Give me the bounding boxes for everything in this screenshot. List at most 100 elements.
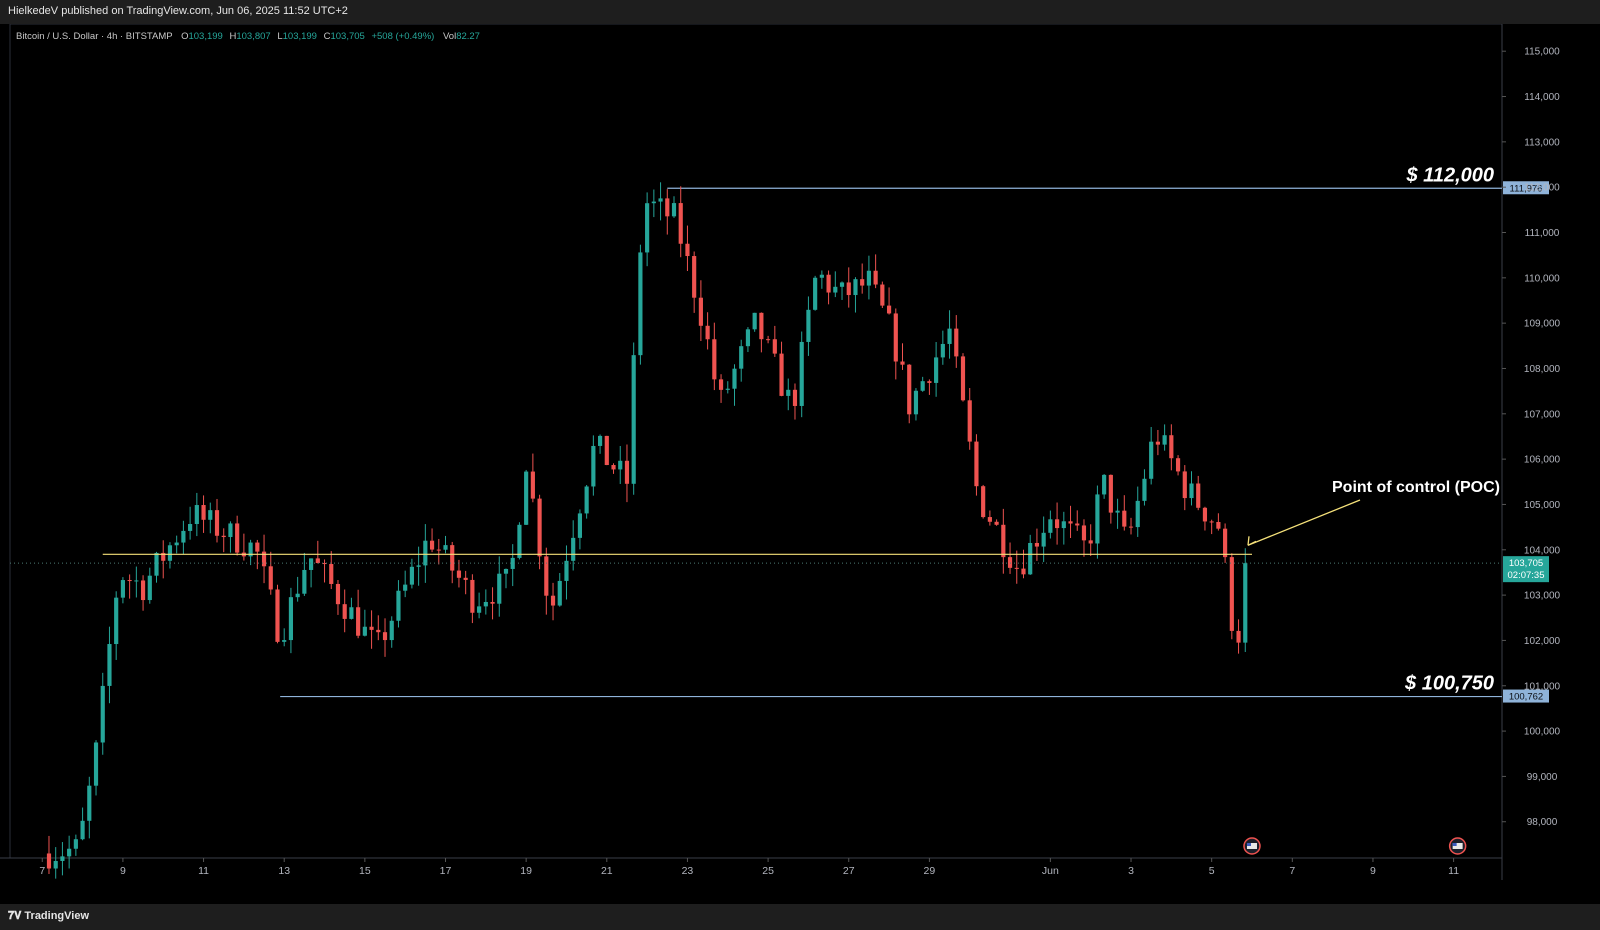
candle-body <box>994 521 999 525</box>
candle <box>900 343 905 370</box>
x-tick-label: 25 <box>762 865 774 877</box>
candle <box>53 847 58 879</box>
candle <box>591 435 596 496</box>
candle <box>766 335 771 344</box>
candle-body <box>819 274 824 278</box>
y-tick-label: 104,000 <box>1524 545 1561 556</box>
x-tick-label: 11 <box>1448 865 1459 877</box>
candle-body <box>503 568 509 574</box>
candle <box>295 576 300 602</box>
candle <box>369 610 374 649</box>
y-tick-label: 107,000 <box>1524 409 1561 420</box>
bar-countdown-label: 02:07:35 <box>1508 570 1545 581</box>
candle <box>779 341 784 397</box>
candle <box>732 364 737 406</box>
legend-l-label: L <box>277 31 282 42</box>
candle-body <box>443 545 448 550</box>
x-tick-label: Jun <box>1042 865 1059 877</box>
candle <box>745 327 751 353</box>
candle-body <box>624 460 630 484</box>
candle <box>282 628 287 647</box>
candle-body <box>1102 474 1107 495</box>
x-tick-label: 23 <box>682 865 694 877</box>
tradingview-brand: TradingView <box>24 910 90 922</box>
candle <box>1122 495 1127 531</box>
tradingview-logo-icon: 𝟕𝐕 <box>8 910 22 922</box>
y-tick-label: 101,000 <box>1524 681 1561 692</box>
level-label: $ 112,000 <box>1406 164 1495 186</box>
candle <box>1041 516 1046 563</box>
candle-body <box>1021 568 1026 575</box>
candle-body <box>436 549 441 551</box>
legend-c-label: C <box>324 31 331 42</box>
level-axis-tag <box>1503 181 1549 195</box>
candle <box>93 740 99 796</box>
candle-body <box>987 517 992 522</box>
price-chart[interactable]: $ 112,000 111,976 $ 100,750 100,762 103,705… <box>0 23 1600 904</box>
candle <box>261 534 267 584</box>
candle-body <box>315 558 320 564</box>
candle <box>80 807 85 841</box>
candle-body <box>1216 521 1221 529</box>
candle-body <box>658 198 663 202</box>
candle <box>429 528 435 553</box>
x-tick-label: 21 <box>601 865 613 877</box>
candle-body <box>154 552 159 576</box>
candle-body <box>907 364 912 415</box>
candle <box>934 342 939 397</box>
candle-body <box>356 607 361 636</box>
candle-body <box>409 566 414 585</box>
candle-body <box>295 593 300 598</box>
candle <box>322 559 327 583</box>
candle-body <box>759 312 764 340</box>
candle-body <box>671 203 677 217</box>
candle-body <box>618 460 623 470</box>
candle <box>1162 424 1167 451</box>
candle <box>161 540 166 579</box>
candle-body <box>900 361 905 365</box>
y-tick-label: 109,000 <box>1524 319 1561 330</box>
candle <box>893 308 898 380</box>
legend-h-value: 103,807 <box>236 31 270 42</box>
candle <box>550 582 556 621</box>
footer-bar: 𝟕𝐕 TradingView <box>0 904 1600 930</box>
candle-body <box>1155 441 1160 445</box>
candle <box>638 244 643 365</box>
candle-body <box>530 471 535 499</box>
candle <box>954 315 959 368</box>
candle-body <box>1236 630 1241 643</box>
candle <box>349 597 354 620</box>
candle <box>114 591 119 660</box>
candle-body <box>960 356 966 401</box>
flag-canton <box>1452 843 1457 846</box>
candle-body <box>718 379 724 390</box>
candle <box>1007 542 1013 574</box>
candle-body <box>1088 540 1093 544</box>
candle-body <box>396 590 401 621</box>
candle <box>1209 519 1214 535</box>
candle <box>1223 523 1228 563</box>
svg-text:Bitcoin / U.S. Dollar · 4h · B: Bitcoin / U.S. Dollar · 4h · BITSTAMP O1… <box>16 31 480 42</box>
candle <box>174 535 179 554</box>
candle-body <box>591 445 596 487</box>
candle-body <box>1055 519 1060 529</box>
candle-body <box>194 505 199 525</box>
candle-body <box>1169 435 1174 459</box>
candle <box>571 520 576 571</box>
candle-body <box>638 252 643 356</box>
candle-body <box>161 552 166 561</box>
candle <box>275 584 280 644</box>
candle-body <box>483 601 488 607</box>
candle <box>134 566 139 598</box>
candle-body <box>73 839 78 849</box>
candle-body <box>913 390 919 415</box>
candle-body <box>429 540 435 550</box>
candle <box>557 573 562 607</box>
candle <box>1001 508 1006 574</box>
candle-body <box>376 629 381 633</box>
candle-body <box>1115 510 1120 513</box>
tradingview-logo[interactable]: 𝟕𝐕 TradingView <box>8 910 89 923</box>
candle-body <box>255 542 260 552</box>
candle-body <box>1229 557 1234 631</box>
candle-body <box>1034 542 1040 547</box>
